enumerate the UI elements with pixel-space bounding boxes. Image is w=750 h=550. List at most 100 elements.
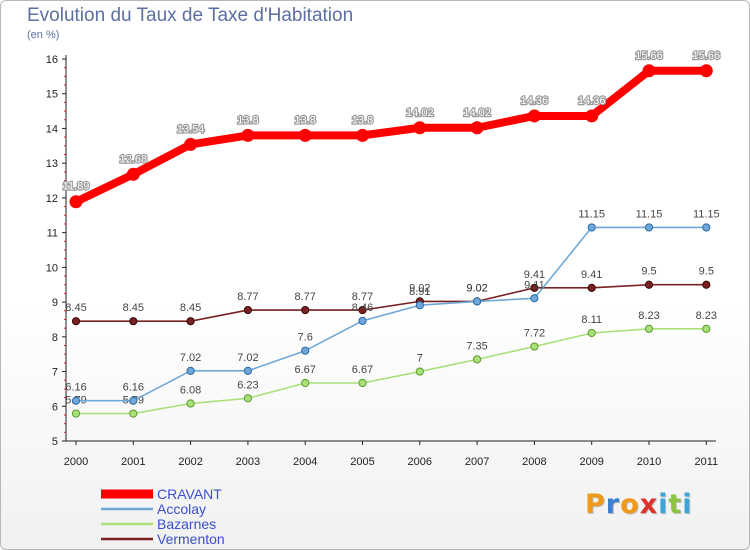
- data-label: 9.41: [524, 269, 545, 281]
- data-point: [470, 121, 484, 135]
- data-label: 9.02: [466, 282, 487, 294]
- data-point: [126, 167, 140, 181]
- data-label: 7: [417, 353, 423, 365]
- data-label: 11.15: [636, 208, 663, 220]
- data-label: 13.8: [237, 114, 258, 126]
- data-point: [415, 301, 424, 310]
- x-tick-label: 2007: [465, 456, 489, 468]
- x-tick-label: 2011: [694, 456, 718, 468]
- data-label: 13.8: [352, 114, 373, 126]
- data-label: 9.5: [699, 266, 714, 278]
- data-label: 6.08: [180, 384, 201, 396]
- data-point: [241, 128, 255, 142]
- data-point: [585, 109, 599, 123]
- data-point: [358, 316, 367, 325]
- data-label: 6.23: [237, 379, 258, 391]
- data-point: [184, 137, 198, 151]
- data-label: 11.15: [578, 208, 605, 220]
- data-point: [644, 324, 654, 333]
- data-point: [702, 280, 711, 289]
- data-label: 9.41: [581, 269, 602, 281]
- data-label: 6.67: [352, 364, 373, 376]
- chart-unit-label: (en %): [27, 29, 60, 41]
- legend-label-cravant: CRAVANT: [157, 486, 222, 502]
- legend-label-accolay: Accolay: [157, 501, 206, 517]
- x-tick-label: 2010: [637, 456, 661, 468]
- data-point: [358, 305, 367, 315]
- data-point: [702, 223, 711, 232]
- data-label: 8.11: [581, 314, 602, 326]
- x-tick-label: 2006: [408, 456, 432, 468]
- logo-letter: i: [658, 489, 669, 520]
- y-tick-label: 5: [52, 436, 58, 448]
- data-point: [644, 223, 654, 232]
- data-label: 9.11: [524, 279, 545, 291]
- data-label: 8.77: [294, 291, 315, 303]
- series-line-accolay: [76, 226, 707, 402]
- y-tick-label: 16: [46, 54, 58, 66]
- logo-letter: i: [682, 489, 693, 520]
- data-point: [69, 195, 83, 209]
- data-point: [186, 317, 195, 326]
- x-tick-label: 2009: [579, 456, 603, 468]
- y-tick-label: 6: [52, 401, 58, 413]
- series-line-vermenton: [76, 283, 707, 322]
- logo-letter: x: [639, 489, 659, 520]
- data-point: [473, 297, 482, 306]
- x-tick-label: 2008: [522, 456, 546, 468]
- x-tick-label: 2000: [64, 456, 88, 468]
- data-label: 8.77: [237, 291, 258, 303]
- data-label: 7.72: [524, 328, 545, 340]
- data-label: 8.45: [123, 302, 144, 314]
- data-point: [415, 367, 424, 376]
- x-tick-label: 2005: [350, 456, 374, 468]
- data-label: 14.36: [521, 95, 549, 107]
- data-label: 7.02: [180, 352, 201, 364]
- data-label: 7.6: [298, 332, 313, 344]
- x-tick-label: 2002: [178, 456, 202, 468]
- data-point: [243, 394, 252, 403]
- data-point: [413, 121, 427, 135]
- data-label: 8.46: [352, 302, 373, 314]
- data-point: [186, 366, 195, 375]
- data-point: [243, 305, 252, 315]
- data-point: [644, 280, 654, 289]
- data-point: [71, 396, 81, 405]
- x-tick-label: 2001: [121, 456, 145, 468]
- data-point: [298, 128, 312, 142]
- data-point: [473, 355, 482, 364]
- data-point: [530, 283, 539, 292]
- data-point: [71, 409, 81, 418]
- x-tick-label: 2004: [293, 456, 317, 468]
- data-label: 9.02: [409, 282, 430, 294]
- proxiti-logo: Proxiti: [585, 489, 693, 520]
- legend-label-bazarnes: Bazarnes: [157, 516, 216, 532]
- logo-letter: r: [605, 489, 621, 520]
- data-point: [301, 305, 310, 315]
- data-label: 14.02: [406, 107, 434, 119]
- data-label: 8.45: [180, 302, 201, 314]
- data-label: 14.36: [578, 95, 606, 107]
- data-label: 8.23: [696, 310, 717, 322]
- data-point: [243, 366, 252, 375]
- data-label: 9.02: [466, 282, 487, 294]
- y-tick-label: 10: [46, 262, 58, 274]
- logo-letter: o: [620, 489, 640, 520]
- data-label: 9.5: [641, 266, 656, 278]
- data-point: [527, 109, 541, 123]
- data-point: [587, 223, 596, 232]
- y-tick-label: 11: [47, 228, 58, 240]
- data-point: [587, 283, 596, 292]
- y-tick-label: 8: [52, 332, 58, 344]
- data-point: [530, 342, 539, 351]
- legend-label-vermenton: Vermenton: [157, 531, 225, 547]
- data-label: 11.89: [63, 181, 90, 193]
- data-label: 6.16: [123, 382, 144, 394]
- data-label: 8.77: [352, 291, 373, 303]
- x-tick-label: 2003: [236, 456, 260, 468]
- data-label: 13.54: [177, 123, 205, 135]
- data-label: 14.02: [463, 107, 491, 119]
- data-label: 6.16: [65, 382, 86, 394]
- series-line-cravant: [74, 66, 707, 206]
